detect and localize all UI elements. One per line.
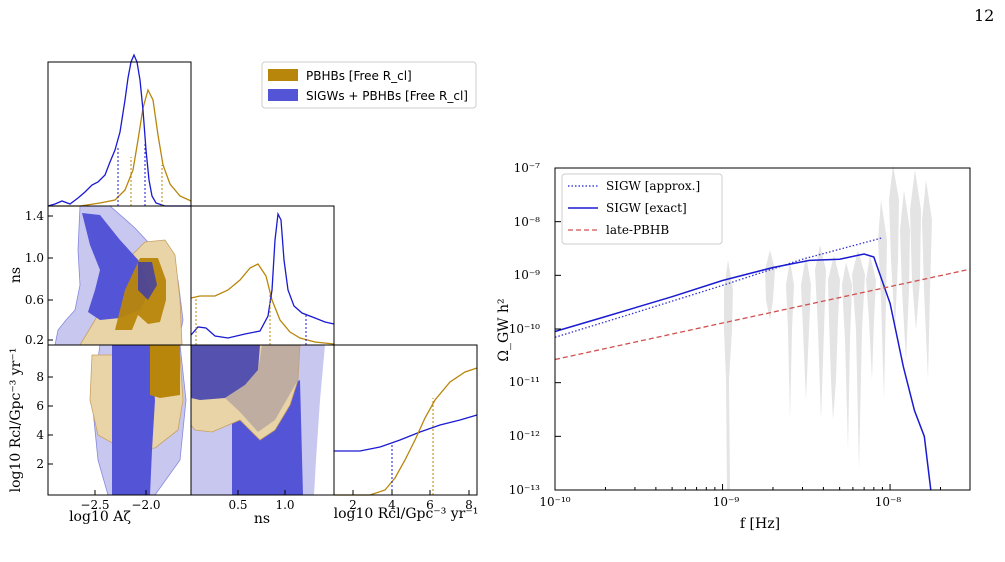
series-sigw-approx [554, 237, 883, 338]
corner-legend: PBHBs [Free R_cl] SIGWs + PBHBs [Free R_… [261, 61, 477, 109]
legend-label-approx: SIGW [approx.] [606, 179, 700, 193]
series-sigw-exact [554, 253, 932, 491]
xtick-a-2.5: −2.5 [80, 498, 109, 512]
ytick-1e-11: 10⁻¹¹ [509, 375, 540, 389]
sigw-rcl-azeta-68 [112, 345, 155, 495]
panel-rcl-ns [190, 344, 335, 496]
xlabel-rcl: log10 Rcl/Gpc⁻³ yr⁻¹ [334, 506, 479, 522]
series-late-pbhb [554, 268, 971, 361]
legend-swatch-pbhb [268, 69, 298, 81]
sigw-ns-curve [190, 211, 335, 339]
spectrum-ylabel: Ω_GW h² [496, 298, 512, 361]
ytick-1e-7: 10⁻⁷ [514, 161, 541, 175]
nanograv-violins [724, 165, 932, 490]
ytick-rcl-4: 4 [36, 428, 44, 442]
overlap-muted [225, 345, 300, 432]
corner-tickmarks [48, 215, 470, 495]
ytick-rcl-2: 2 [36, 457, 44, 471]
panel-rcl-azeta [47, 344, 192, 496]
ytick-ns-1.4: 1.4 [25, 209, 44, 223]
legend-label-late-pbhb: late-PBHB [606, 223, 669, 237]
panel-1d-ns [190, 205, 335, 346]
ytick-ns-1.0: 1.0 [25, 251, 44, 265]
panel-1d-rcl [333, 344, 478, 496]
pbhb-rcl-azeta-68 [150, 345, 180, 398]
xtick-rcl-6: 6 [426, 498, 434, 512]
sigw-rcl-curve [334, 414, 478, 452]
pbhb-ns-curve [190, 263, 335, 345]
xtick-a-2.0: −2.0 [131, 498, 160, 512]
legend-label-sigw: SIGWs + PBHBs [Free R_cl] [306, 89, 468, 103]
ytick-1e-12: 10⁻¹² [509, 429, 540, 443]
ytick-1e-9: 10⁻⁹ [514, 268, 541, 282]
ytick-rcl-6: 6 [36, 399, 44, 413]
sigw-azeta-curve [47, 53, 191, 207]
xlabel-ns: ns [254, 511, 270, 527]
sigw-ns-azeta-overlap [138, 262, 157, 300]
xtick-rcl-8: 8 [465, 498, 473, 512]
spectrum-legend: SIGW [approx.] SIGW [exact] late-PBHB [561, 173, 723, 245]
ytick-1e-13: 10⁻¹³ [509, 483, 540, 497]
legend-swatch-sigw [268, 89, 298, 101]
panel-1d-azeta [47, 53, 192, 207]
ylabel-rcl: log10 Rcl/Gpc⁻³ yr⁻¹ [8, 348, 24, 493]
ytick-1e-8: 10⁻⁸ [514, 215, 541, 229]
xlabel-azeta: log10 Aζ [69, 509, 131, 525]
spectrum-xlabel: f [Hz] [740, 516, 780, 532]
xtick-rcl-2: 2 [349, 498, 357, 512]
xtick-1e-8: 10⁻⁸ [875, 495, 902, 509]
ytick-1e-10: 10⁻¹⁰ [509, 322, 540, 336]
pbhb-rcl-curve [334, 367, 478, 496]
xtick-ns-0.5: 0.5 [228, 498, 247, 512]
panel-ns-azeta [47, 205, 192, 346]
legend-label-exact: SIGW [exact] [606, 201, 687, 215]
ytick-ns-0.6: 0.6 [25, 293, 44, 307]
spectrum-ticks [554, 167, 941, 491]
spectrum-series-group [554, 237, 971, 491]
ytick-ns-0.2: 0.2 [25, 333, 44, 347]
ylabel-ns: ns [8, 267, 24, 283]
xtick-ns-1.0: 1.0 [275, 498, 294, 512]
ytick-rcl-8: 8 [36, 370, 44, 384]
xtick-rcl-4: 4 [388, 498, 396, 512]
xtick-1e-9: 10⁻⁹ [713, 495, 740, 509]
page-number: 12 [974, 6, 995, 25]
sigw-rcl-ns-overlap-dark [191, 345, 260, 400]
legend-label-pbhb: PBHBs [Free R_cl] [306, 69, 412, 83]
xtick-1e-10: 10⁻¹⁰ [539, 495, 570, 509]
